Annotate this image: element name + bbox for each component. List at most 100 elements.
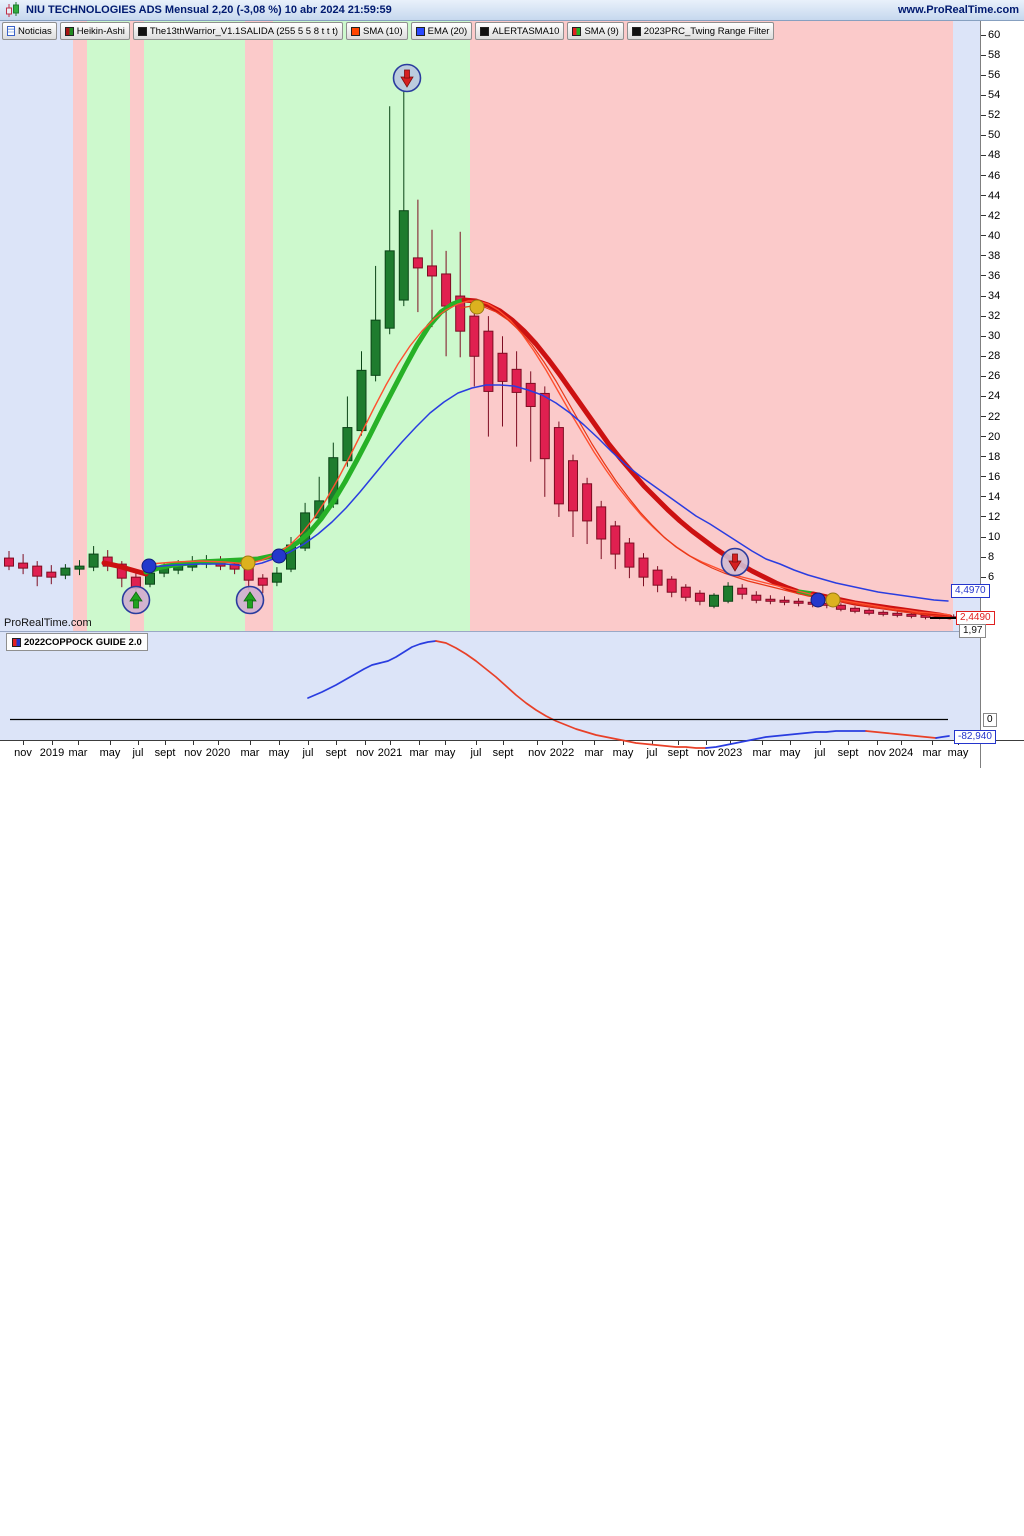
date-tick-mark <box>110 741 111 745</box>
date-tick-mark <box>623 741 624 745</box>
date-label: sept <box>325 747 347 759</box>
date-label: mar <box>752 747 772 759</box>
trend-band-bull <box>273 20 470 631</box>
trend-band-bear <box>470 20 953 631</box>
date-tick-mark <box>820 741 821 745</box>
date-tick-mark <box>678 741 679 745</box>
date-tick-mark <box>279 741 280 745</box>
indicator-button-label: The13thWarrior_V1.1SALIDA (255 5 5 8 t t… <box>149 25 339 37</box>
trend-band-bear <box>245 20 273 631</box>
coppock-last-value-label: -82,940 <box>954 730 996 744</box>
coppock-indicator-button[interactable]: 2022COPPOCK GUIDE 2.0 <box>6 633 148 651</box>
axis-tick: 34 <box>981 290 1000 302</box>
indicator-button-sma-10[interactable]: SMA (10) <box>346 22 408 40</box>
price-axis: 60 58 56 54 52 50 48 46 44 42 40 38 36 34 32 30 28 26 24 22… <box>980 20 1024 631</box>
watermark: ProRealTime.com <box>4 617 92 629</box>
date-tick-mark <box>445 741 446 745</box>
date-label: may <box>99 747 121 759</box>
website-link[interactable]: www.ProRealTime.com <box>897 4 1019 16</box>
indicator-button-heikin-ashi[interactable]: Heikin-Ashi <box>59 22 130 40</box>
date-tick-mark <box>78 741 79 745</box>
axis-tick: 58 <box>981 49 1000 61</box>
date-label: nov <box>697 747 715 759</box>
date-tick-mark <box>138 741 139 745</box>
date-axis: nov 2019 mar may jul sept nov 2020 mar may jul sept… <box>0 741 1024 768</box>
coppock-label: 2022COPPOCK GUIDE 2.0 <box>24 636 142 648</box>
orange-indicator-icon <box>351 26 361 36</box>
axis-tick: 60 <box>981 29 1000 41</box>
date-label: jul <box>646 747 658 759</box>
coppock-zero-label: 0 <box>983 713 997 727</box>
axis-tick: 30 <box>981 330 1000 342</box>
indicator-button-noticias[interactable]: Noticias <box>2 22 57 40</box>
indicator-button-label: Noticias <box>18 25 52 37</box>
redgreen-indicator-icon <box>572 26 582 36</box>
date-label: nov <box>184 747 202 759</box>
date-label: 2024 <box>888 747 914 759</box>
current-value-label: 2,4490 <box>956 611 995 625</box>
title-bar: NIU TECHNOLOGIES ADS Mensual 2,20 (-3,08… <box>0 0 1024 21</box>
indicator-button-label: Heikin-Ashi <box>76 25 125 37</box>
black-indicator-icon <box>631 26 641 36</box>
date-label: may <box>434 747 456 759</box>
date-label: may <box>779 747 801 759</box>
indicator-button-alertasma10[interactable]: ALERTASMA10 <box>475 22 565 40</box>
coppock-icon <box>12 637 21 647</box>
indicator-button-label: EMA (20) <box>427 25 468 37</box>
axis-tick: 18 <box>981 451 1000 463</box>
date-label: jul <box>132 747 144 759</box>
date-tick-mark <box>932 741 933 745</box>
date-tick-mark <box>250 741 251 745</box>
indicator-button-label: 2023PRC_Twing Range Filter <box>643 25 770 37</box>
indicator-toolbar: Noticias Heikin-Ashi The13thWarrior_V1.1SA… <box>2 22 775 40</box>
date-label: 2023 <box>717 747 743 759</box>
indicator-button-ema-20[interactable]: EMA (20) <box>410 22 473 40</box>
indicator-button-sma-9[interactable]: SMA (9) <box>567 22 624 40</box>
date-label: jul <box>470 747 482 759</box>
axis-tick: 6 <box>981 571 994 583</box>
date-tick-mark <box>848 741 849 745</box>
axis-tick: 40 <box>981 230 1000 242</box>
heikin-indicator-icon <box>64 26 74 36</box>
date-tick-mark <box>165 741 166 745</box>
current-value-label: 4,4970 <box>951 584 990 598</box>
date-label: sept <box>837 747 859 759</box>
main-chart-plot[interactable] <box>0 20 980 631</box>
date-tick-mark <box>218 741 219 745</box>
date-tick-mark <box>877 741 878 745</box>
date-tick-mark <box>193 741 194 745</box>
news-indicator-icon <box>7 26 15 36</box>
trend-band-bull <box>87 20 130 631</box>
date-tick-mark <box>503 741 504 745</box>
indicator-button-the13thwarrior-v1-1salida-255-5-5-8-t-t-t[interactable]: The13thWarrior_V1.1SALIDA (255 5 5 8 t t… <box>132 22 344 40</box>
trend-band-neutral <box>0 20 73 631</box>
date-tick-mark <box>365 741 366 745</box>
axis-tick: 26 <box>981 370 1000 382</box>
indicator-button-2023prc-twing-range-filter[interactable]: 2023PRC_Twing Range Filter <box>626 22 775 40</box>
trend-band-bear <box>130 20 144 631</box>
axis-tick: 14 <box>981 491 1000 503</box>
date-tick-mark <box>52 741 53 745</box>
date-label: sept <box>667 747 689 759</box>
axis-tick: 54 <box>981 89 1000 101</box>
trend-band-bear <box>73 20 87 631</box>
indicator-button-label: SMA (10) <box>363 25 403 37</box>
instrument-title: NIU TECHNOLOGIES ADS Mensual 2,20 (-3,08… <box>26 4 392 16</box>
date-label: nov <box>14 747 32 759</box>
axis-tick: 12 <box>981 511 1000 523</box>
date-label: 2019 <box>39 747 65 759</box>
date-tick-mark <box>308 741 309 745</box>
axis-tick: 28 <box>981 350 1000 362</box>
date-tick-mark <box>562 741 563 745</box>
date-tick-mark <box>336 741 337 745</box>
blue-indicator-icon <box>415 26 425 36</box>
date-label: nov <box>528 747 546 759</box>
date-label: nov <box>868 747 886 759</box>
black-indicator-icon <box>137 26 147 36</box>
date-label: 2020 <box>205 747 231 759</box>
axis-tick: 48 <box>981 149 1000 161</box>
date-label: may <box>268 747 290 759</box>
axis-tick: 20 <box>981 431 1000 443</box>
date-label: may <box>612 747 634 759</box>
date-label: nov <box>356 747 374 759</box>
